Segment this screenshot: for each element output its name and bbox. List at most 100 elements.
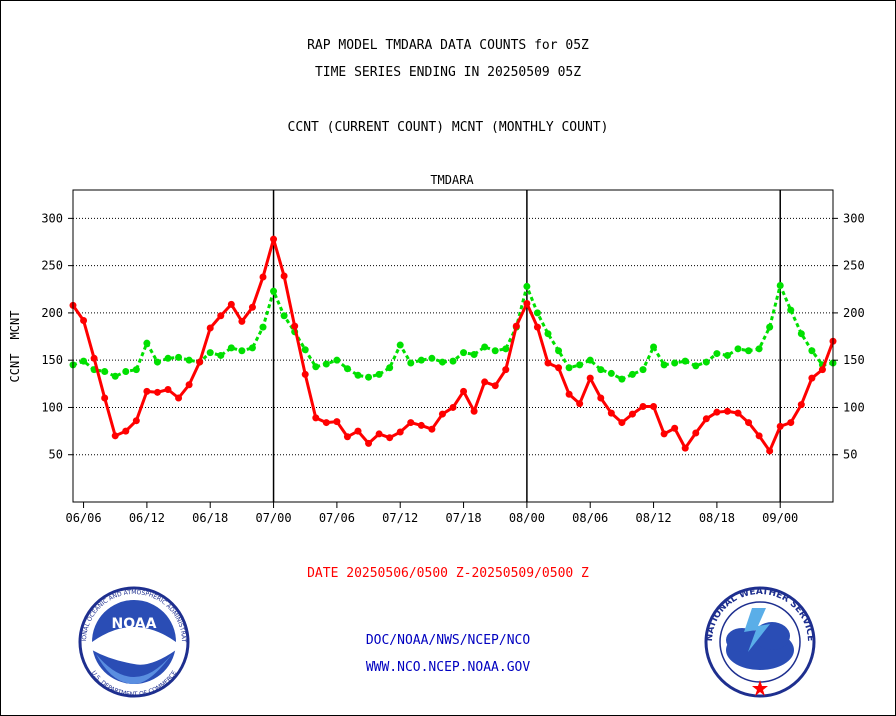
data-point-mcnt: [238, 347, 246, 355]
doc-noaa-link[interactable]: DOC/NOAA/NWS/NCEP/NCO: [365, 633, 531, 648]
x-tick-label: 08/06: [572, 511, 608, 525]
data-point-ccnt: [417, 421, 425, 429]
data-point-mcnt: [322, 360, 330, 368]
data-point-mcnt: [80, 357, 88, 365]
data-point-mcnt: [745, 347, 753, 355]
data-point-mcnt: [333, 356, 341, 364]
data-point-ccnt: [713, 408, 721, 416]
data-point-mcnt: [417, 356, 425, 364]
x-tick-label: 07/00: [255, 511, 291, 525]
data-point-mcnt: [386, 364, 394, 372]
data-point-ccnt: [628, 410, 636, 418]
x-tick-label: 09/00: [762, 511, 798, 525]
chart-subtitle: CCNT (CURRENT COUNT) MCNT (MONTHLY COUNT…: [287, 120, 609, 135]
data-point-ccnt: [734, 409, 742, 417]
data-point-mcnt: [206, 349, 214, 357]
data-point-ccnt: [650, 403, 658, 411]
data-point-mcnt: [755, 345, 763, 353]
x-tick-label: 08/00: [509, 511, 545, 525]
x-tick-label: 06/06: [65, 511, 101, 525]
data-point-mcnt: [797, 330, 805, 338]
axis-layer: 50 50 100 100 150 150 200 200 250 250 300 300 06/06 0…: [41, 189, 865, 525]
data-point-mcnt: [365, 373, 373, 381]
data-point-ccnt: [196, 358, 204, 366]
data-point-mcnt: [259, 323, 267, 331]
data-point-ccnt: [143, 387, 151, 395]
data-point-mcnt: [723, 351, 731, 359]
data-point-ccnt: [491, 382, 499, 390]
data-point-ccnt: [512, 322, 520, 330]
data-point-mcnt: [111, 372, 119, 380]
noaa-logo-text: NOAA: [112, 616, 157, 632]
data-point-mcnt: [343, 365, 351, 373]
data-point-mcnt: [396, 341, 404, 349]
data-point-ccnt: [797, 401, 805, 409]
data-point-ccnt: [354, 427, 362, 435]
data-point-mcnt: [375, 370, 383, 378]
data-point-ccnt: [386, 434, 394, 442]
data-point-ccnt: [322, 419, 330, 427]
date-range-label: DATE 20250506/0500 Z-20250509/0500 Z: [307, 566, 589, 581]
x-tick-label: 06/18: [192, 511, 228, 525]
data-point-mcnt: [280, 312, 288, 320]
data-point-ccnt: [407, 419, 415, 427]
data-point-ccnt: [90, 354, 98, 362]
data-point-mcnt: [523, 282, 531, 290]
nws-logo: NATIONAL WEATHER SERVICE: [704, 586, 816, 698]
plot-title: TMDARA: [430, 173, 474, 187]
data-point-ccnt: [301, 370, 309, 378]
data-point-ccnt: [723, 407, 731, 415]
data-point-mcnt: [787, 306, 795, 314]
data-point-ccnt: [544, 359, 552, 367]
ylabel-ccnt: CCNT: [8, 354, 22, 383]
data-point-mcnt: [132, 366, 140, 374]
y-tick-label-left: 300: [41, 211, 63, 225]
data-point-mcnt: [734, 345, 742, 353]
data-point-mcnt: [671, 359, 679, 367]
data-point-mcnt: [502, 345, 510, 353]
data-point-ccnt: [365, 439, 373, 447]
data-point-ccnt: [312, 414, 320, 422]
plot-border: [72, 189, 834, 503]
y-tick-label-right: 300: [843, 211, 865, 225]
data-point-ccnt: [660, 430, 668, 438]
data-point-mcnt: [227, 344, 235, 352]
data-point-ccnt: [206, 324, 214, 332]
data-point-mcnt: [143, 339, 151, 347]
data-point-ccnt: [428, 425, 436, 433]
data-point-ccnt: [333, 418, 341, 426]
data-point-mcnt: [713, 350, 721, 358]
data-point-mcnt: [607, 369, 615, 377]
y-tick-label-left: 50: [49, 448, 63, 462]
data-point-mcnt: [248, 344, 256, 352]
data-point-ccnt: [227, 300, 235, 308]
data-point-mcnt: [438, 358, 446, 366]
y-tick-label-left: 250: [41, 259, 63, 273]
data-point-ccnt: [502, 366, 510, 374]
data-point-ccnt: [576, 400, 584, 408]
data-point-mcnt: [301, 346, 309, 354]
data-point-mcnt: [702, 358, 710, 366]
data-point-mcnt: [312, 363, 320, 371]
data-point-mcnt: [776, 281, 784, 289]
data-point-ccnt: [80, 316, 88, 324]
data-point-ccnt: [449, 403, 457, 411]
data-point-ccnt: [745, 419, 753, 427]
series-ccnt: [69, 235, 837, 455]
data-point-mcnt: [692, 362, 700, 370]
data-point-mcnt: [101, 368, 109, 376]
data-point-mcnt: [681, 357, 689, 365]
data-point-ccnt: [153, 388, 161, 396]
data-point-ccnt: [597, 394, 605, 402]
series-line-mcnt: [72, 283, 834, 381]
data-point-ccnt: [533, 323, 541, 331]
data-point-ccnt: [586, 374, 594, 382]
y-tick-label-left: 100: [41, 400, 63, 414]
nco-website-link[interactable]: WWW.NCO.NCEP.NOAA.GOV: [365, 660, 531, 675]
y-tick-label-right: 200: [843, 306, 865, 320]
ylabel-mcnt: MCNT: [8, 311, 22, 340]
data-point-ccnt: [681, 444, 689, 452]
data-point-mcnt: [808, 347, 816, 355]
data-point-mcnt: [185, 356, 193, 364]
